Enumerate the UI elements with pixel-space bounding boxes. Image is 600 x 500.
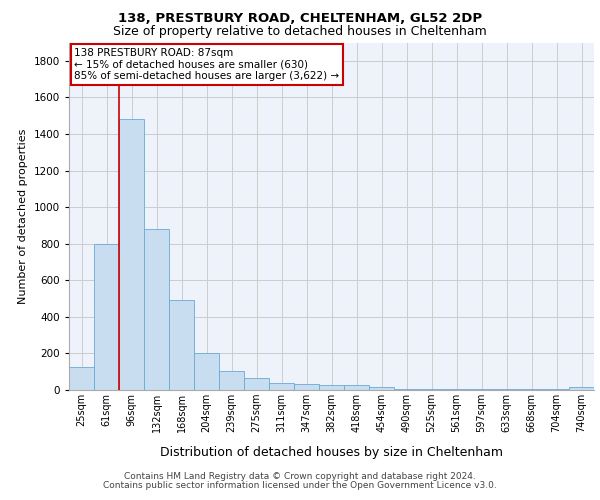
Bar [294, 384, 319, 390]
Bar [219, 371, 244, 390]
Bar [94, 244, 119, 390]
Bar [194, 352, 219, 390]
Bar [419, 389, 444, 390]
Text: Size of property relative to detached houses in Cheltenham: Size of property relative to detached ho… [113, 25, 487, 38]
Bar [244, 378, 269, 390]
Bar [544, 389, 569, 390]
Bar [269, 382, 294, 390]
Bar [319, 384, 344, 390]
Text: 138 PRESTBURY ROAD: 87sqm
← 15% of detached houses are smaller (630)
85% of semi: 138 PRESTBURY ROAD: 87sqm ← 15% of detac… [74, 48, 340, 81]
Bar [169, 300, 194, 390]
Bar [344, 386, 369, 390]
Bar [394, 388, 419, 390]
Bar [369, 388, 394, 390]
Bar [144, 229, 169, 390]
Bar [119, 120, 144, 390]
Text: Contains HM Land Registry data © Crown copyright and database right 2024.: Contains HM Land Registry data © Crown c… [124, 472, 476, 481]
Bar [519, 389, 544, 390]
Text: 138, PRESTBURY ROAD, CHELTENHAM, GL52 2DP: 138, PRESTBURY ROAD, CHELTENHAM, GL52 2D… [118, 12, 482, 26]
Bar [494, 389, 519, 390]
X-axis label: Distribution of detached houses by size in Cheltenham: Distribution of detached houses by size … [160, 446, 503, 459]
Bar [444, 389, 469, 390]
Y-axis label: Number of detached properties: Number of detached properties [18, 128, 28, 304]
Bar [69, 367, 94, 390]
Text: Contains public sector information licensed under the Open Government Licence v3: Contains public sector information licen… [103, 481, 497, 490]
Bar [469, 389, 494, 390]
Bar [569, 388, 594, 390]
